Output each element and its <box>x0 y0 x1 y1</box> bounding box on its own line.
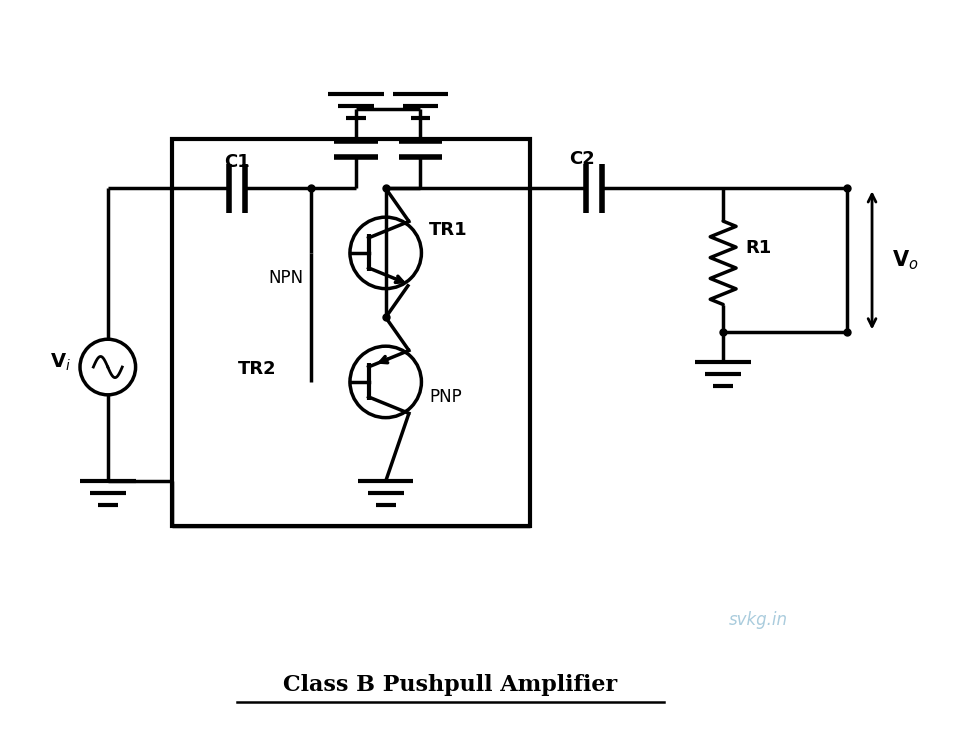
Text: TR1: TR1 <box>429 221 468 239</box>
Bar <box>172 139 530 526</box>
Text: C1: C1 <box>224 153 250 171</box>
Text: svkg.in: svkg.in <box>728 611 787 629</box>
Text: PNP: PNP <box>429 388 462 406</box>
Text: NPN: NPN <box>268 269 304 286</box>
Text: V$_i$: V$_i$ <box>50 352 71 372</box>
Text: Class B Pushpull Amplifier: Class B Pushpull Amplifier <box>284 674 617 696</box>
Text: V$_o$: V$_o$ <box>892 249 919 272</box>
Text: C2: C2 <box>569 150 595 168</box>
Text: TR2: TR2 <box>238 360 277 378</box>
Text: R1: R1 <box>745 239 771 257</box>
